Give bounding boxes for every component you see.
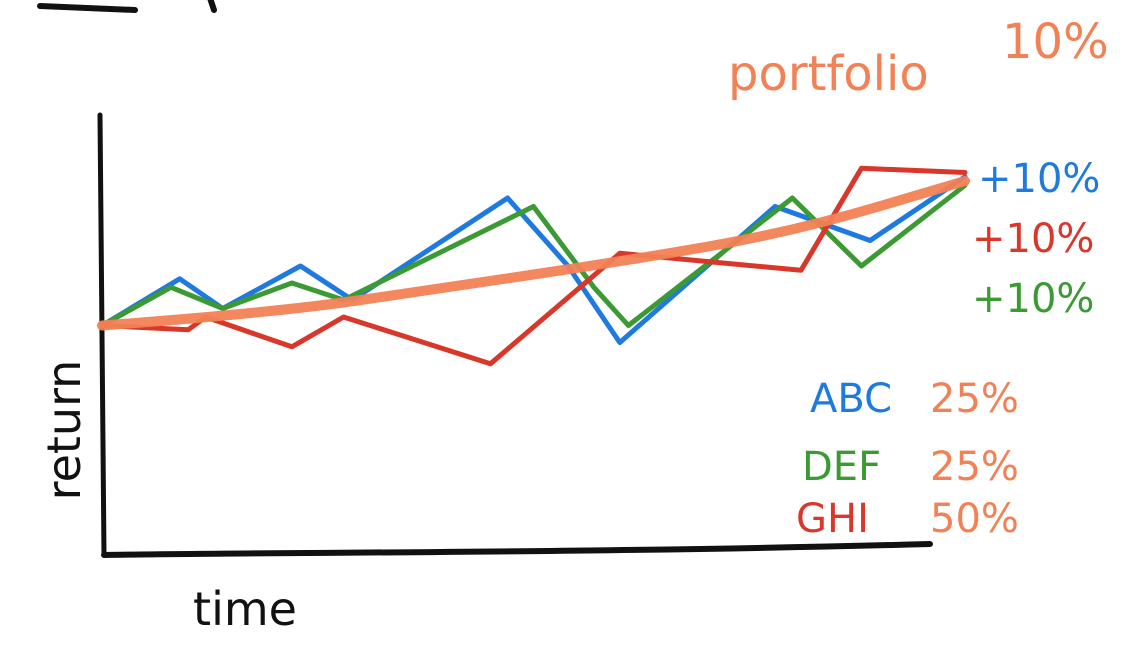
portfolio-return-annotation: 10% <box>1002 14 1109 70</box>
y-axis-label: return <box>37 360 91 501</box>
series-line-def <box>99 182 968 328</box>
x-axis-label: time <box>193 582 297 636</box>
series-line-ghi <box>99 165 968 367</box>
legend-ghi-weight: 50% <box>930 496 1019 542</box>
abc-return-annotation: +10% <box>978 156 1100 202</box>
legend-abc-weight: 25% <box>930 376 1019 422</box>
partial-scribble <box>37 0 217 13</box>
series-line-abc <box>99 174 968 345</box>
legend: ABC 25% DEF 25% GHI 50% <box>796 376 1019 542</box>
legend-ghi-name: GHI <box>796 496 869 542</box>
ghi-return-annotation: +10% <box>972 216 1094 262</box>
x-axis <box>101 541 933 558</box>
series-layer <box>97 165 970 367</box>
series-line-portfolio <box>97 176 970 331</box>
legend-def-name: DEF <box>802 444 881 490</box>
def-return-annotation: +10% <box>972 276 1094 322</box>
y-axis <box>97 112 107 558</box>
legend-abc-name: ABC <box>810 376 892 422</box>
legend-def-weight: 25% <box>930 444 1019 490</box>
portfolio-annotation: portfolio <box>728 46 929 102</box>
